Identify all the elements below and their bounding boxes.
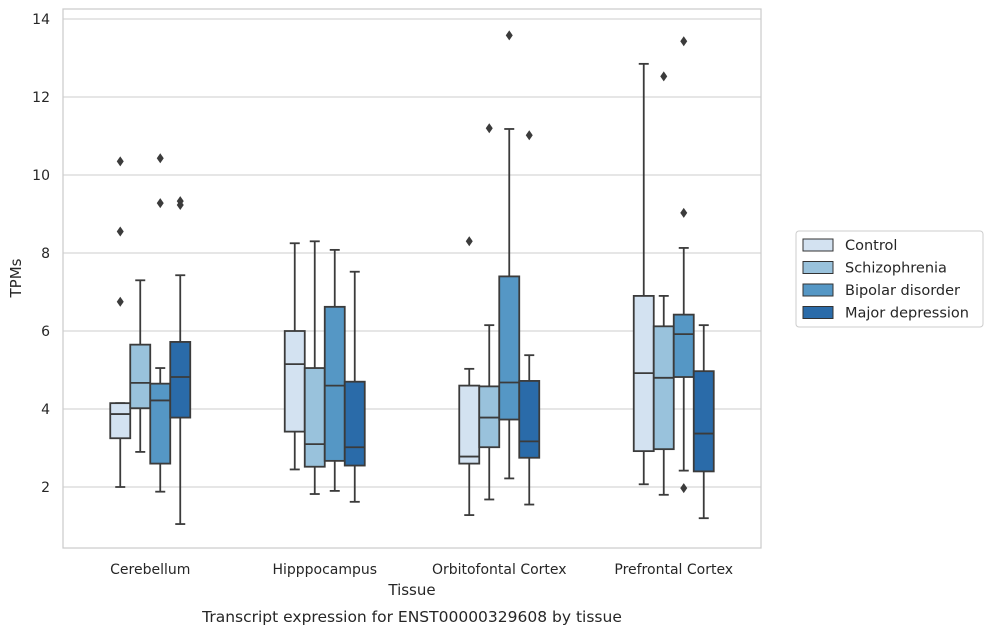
plot-area-frame (62, 8, 762, 549)
box-body (169, 341, 192, 419)
box-body (323, 305, 346, 462)
y-axis-ticks: 2 4 6 8 10 12 14 (32, 12, 50, 496)
legend-label: Bipolar disorder (845, 283, 960, 299)
box (303, 240, 326, 495)
box (518, 130, 541, 506)
outlier-point (525, 130, 533, 141)
legend: Control Schizophrenia Bipolar disorder Majo… (795, 230, 984, 328)
x-tick-label: Prefrontal Cortex (614, 562, 733, 578)
x-tick-label: Hipppocampus (272, 562, 377, 578)
box (672, 36, 695, 494)
y-tick-label: 10 (32, 168, 50, 184)
box (109, 156, 132, 488)
x-axis-label: Tissue (387, 581, 435, 599)
outlier-point (680, 483, 688, 494)
box (149, 153, 172, 493)
y-tick-label: 12 (32, 90, 50, 106)
outlier-point (680, 36, 688, 47)
box-body (652, 325, 675, 451)
chart-caption: Transcript expression for ENST0000032960… (201, 608, 622, 626)
box (129, 279, 152, 453)
outlier-point (176, 196, 184, 207)
y-tick-label: 8 (41, 246, 50, 262)
outlier-point (156, 153, 164, 164)
legend-swatch (802, 261, 834, 274)
boxes (109, 30, 715, 525)
x-tick-label: Cerebellum (110, 562, 190, 578)
y-tick-label: 6 (41, 324, 50, 340)
box-body (283, 330, 306, 433)
box (632, 62, 655, 486)
outlier-point (116, 226, 124, 237)
legend-label: Schizophrenia (845, 261, 947, 277)
legend-swatch (802, 306, 834, 319)
outlier-point (660, 71, 668, 82)
box (283, 242, 306, 471)
outlier-point (485, 123, 493, 134)
y-tick-label: 4 (41, 402, 50, 418)
y-tick-label: 14 (32, 12, 50, 28)
box (458, 236, 481, 516)
box-body (109, 402, 132, 440)
box (498, 30, 521, 480)
x-tick-label: Orbitofontal Cortex (432, 562, 567, 578)
legend-label: Control (845, 238, 897, 254)
y-tick-label: 2 (41, 480, 50, 496)
box-body (129, 343, 152, 410)
box (323, 248, 346, 492)
box-body (692, 370, 715, 473)
outlier-point (505, 30, 513, 41)
box-body (498, 275, 521, 421)
legend-label: Major depression (845, 306, 969, 322)
box-body (343, 380, 366, 467)
legend-swatch (802, 238, 834, 252)
y-axis-label: TPMs (7, 258, 25, 298)
outlier-point (116, 296, 124, 307)
box-body (518, 380, 541, 459)
box-body (672, 313, 695, 378)
box-body (303, 367, 326, 468)
box (692, 324, 715, 520)
outlier-point (156, 198, 164, 209)
legend-frame (795, 230, 984, 328)
box (343, 270, 366, 503)
box (169, 196, 192, 525)
outlier-point (465, 236, 473, 247)
box-body (458, 384, 481, 465)
outlier-point (116, 156, 124, 167)
box (478, 123, 501, 501)
legend-swatch (802, 283, 834, 297)
outlier-point (680, 207, 688, 218)
box-body (149, 382, 172, 465)
box (652, 71, 675, 496)
x-axis-ticks: Cerebellum Hipppocampus Orbitofontal Corte… (110, 562, 733, 578)
